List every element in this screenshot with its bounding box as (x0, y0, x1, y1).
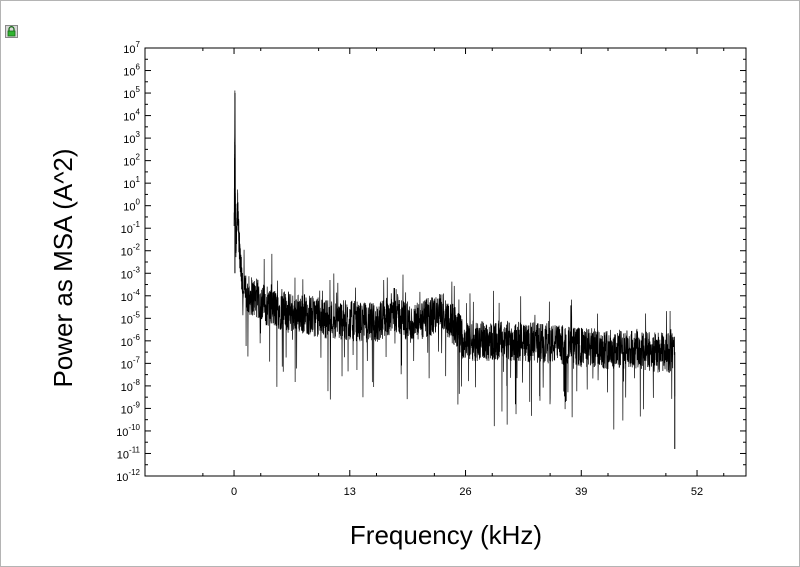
y-tick-exponent: -8 (133, 378, 141, 387)
y-tick-exponent: -7 (133, 355, 141, 364)
y-tick-base: 10 (121, 382, 133, 394)
x-tick-label: 0 (231, 486, 237, 498)
y-tick-exponent: -9 (133, 400, 141, 409)
y-tick-label: 104 (123, 108, 140, 124)
x-axis-title: Frequency (kHz) (350, 520, 542, 550)
y-tick-exponent: 1 (136, 175, 141, 184)
y-tick-base: 10 (121, 314, 133, 326)
y-tick-base: 10 (121, 247, 133, 259)
y-tick-exponent: -2 (133, 243, 141, 252)
y-tick-exponent: 4 (136, 108, 141, 117)
y-tick-label: 10-10 (116, 423, 140, 439)
y-tick-base: 10 (123, 157, 135, 169)
y-tick-base: 10 (123, 44, 135, 56)
y-tick-label: 10-7 (121, 355, 141, 371)
y-tick-base: 10 (116, 472, 128, 484)
y-tick-exponent: -3 (133, 265, 141, 274)
y-tick-exponent: 0 (136, 198, 141, 207)
y-tick-exponent: 7 (136, 40, 141, 49)
y-tick-base: 10 (123, 67, 135, 79)
y-tick-label: 10-4 (121, 288, 141, 304)
y-tick-base: 10 (121, 337, 133, 349)
y-tick-base: 10 (121, 404, 133, 416)
tick-layer: 0 13 26 39 5210710610510410310210110010-110-… (116, 40, 746, 498)
y-tick-exponent: -1 (133, 220, 141, 229)
y-tick-label: 107 (123, 40, 140, 56)
y-tick-exponent: 6 (136, 63, 141, 72)
lock-icon (5, 25, 18, 38)
y-tick-base: 10 (123, 202, 135, 214)
y-tick-base: 10 (121, 359, 133, 371)
y-tick-label: 105 (123, 85, 140, 101)
y-tick-label: 10-6 (121, 333, 141, 349)
y-tick-base: 10 (121, 269, 133, 281)
y-tick-label: 103 (123, 130, 140, 146)
y-tick-label: 10-3 (121, 265, 141, 281)
y-tick-label: 10-11 (117, 445, 141, 461)
y-tick-label: 10-9 (121, 400, 141, 416)
y-tick-base: 10 (121, 224, 133, 236)
x-tick-label: 52 (691, 486, 703, 498)
y-tick-exponent: -4 (133, 288, 141, 297)
y-tick-label: 10-12 (116, 468, 140, 484)
y-tick-exponent: 2 (136, 153, 141, 162)
x-tick-label: 39 (575, 486, 587, 498)
y-tick-exponent: -11 (129, 445, 141, 454)
y-tick-label: 100 (123, 198, 140, 214)
spectrum-trace (239, 232, 676, 430)
y-tick-exponent: 3 (136, 130, 141, 139)
y-tick-label: 10-1 (121, 220, 141, 236)
y-tick-base: 10 (117, 449, 129, 461)
x-tick-label: 13 (344, 486, 356, 498)
y-tick-label: 10-5 (121, 310, 141, 326)
y-tick-label: 102 (123, 153, 140, 169)
y-tick-exponent: 5 (136, 85, 141, 94)
y-tick-base: 10 (116, 427, 128, 439)
y-tick-exponent: -6 (133, 333, 141, 342)
y-tick-base: 10 (123, 112, 135, 124)
y-tick-base: 10 (123, 179, 135, 191)
y-tick-label: 106 (123, 63, 140, 79)
y-tick-base: 10 (123, 89, 135, 101)
y-tick-label: 101 (123, 175, 140, 191)
y-tick-label: 10-2 (121, 243, 141, 259)
x-tick-label: 26 (459, 486, 471, 498)
y-tick-exponent: -12 (128, 468, 140, 477)
y-tick-base: 10 (121, 292, 133, 304)
data-layer (233, 90, 676, 449)
y-axis-title: Power as MSA (A^2) (48, 148, 78, 387)
y-tick-base: 10 (123, 134, 135, 146)
y-tick-exponent: -10 (128, 423, 140, 432)
y-tick-label: 10-8 (121, 378, 141, 394)
y-tick-exponent: -5 (133, 310, 141, 319)
